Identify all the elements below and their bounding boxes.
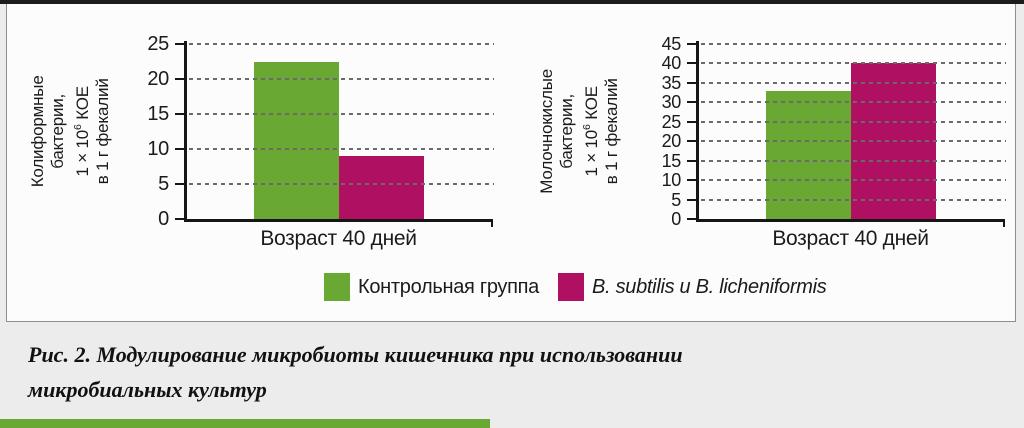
bar-probiotic-group	[339, 156, 424, 219]
y-tick-label: 15	[147, 103, 169, 125]
chart-lactic-acid-bacteria: Молочнокислые бактерии, 1 × 106 КОЕ в 1 г ф…	[525, 34, 1024, 264]
gridline	[189, 183, 494, 185]
y-tick-mark	[687, 81, 697, 84]
caption-line-1: Рис. 2. Модулирование микробиоты кишечни…	[28, 342, 683, 367]
y-tick-mark	[175, 148, 185, 150]
plot-area	[187, 43, 494, 219]
plot-area	[699, 43, 1006, 219]
bottom-accent-bar	[0, 419, 490, 428]
y-tick-label: 5	[671, 189, 681, 210]
gridline	[701, 159, 1006, 162]
y-tick-label: 25	[147, 33, 169, 55]
x-axis-end-tick	[490, 219, 493, 227]
top-rule	[0, 0, 1024, 4]
y-tick-label: 0	[158, 208, 169, 230]
y-tick-label: 20	[147, 68, 169, 90]
y-axis-tick-marks	[687, 43, 697, 220]
bar-control-group	[766, 90, 851, 219]
caption-line-2: микробиальных культур	[28, 377, 267, 402]
legend-label-probiotic: B. subtilis и B. licheniformis	[592, 275, 827, 298]
y-tick-label: 45	[661, 34, 682, 54]
y-tick-mark	[687, 43, 697, 45]
y-tick-mark	[175, 43, 185, 45]
y-tick-label: 25	[661, 111, 682, 132]
gridline	[701, 198, 1006, 201]
gridline	[701, 120, 1006, 123]
y-axis-tick-labels: 0 5 10 15 20 25	[109, 34, 169, 229]
y-tick-label: 30	[661, 92, 682, 113]
legend-swatch-probiotic-crimson	[558, 273, 585, 301]
y-tick-label: 20	[661, 131, 682, 152]
y-tick-label: 5	[158, 173, 169, 195]
y-axis-label: Молочнокислые бактерии, 1 × 106 КОЕ в 1 г ф…	[537, 68, 621, 194]
y-tick-label: 10	[661, 170, 682, 191]
y-tick-mark	[175, 183, 185, 185]
y-tick-label: 35	[661, 72, 682, 93]
y-tick-mark	[687, 198, 697, 201]
legend-item-probiotic: B. subtilis и B. licheniformis	[558, 273, 827, 301]
y-tick-label: 15	[661, 150, 682, 171]
y-tick-label: 10	[147, 138, 169, 160]
x-axis-line	[696, 219, 1005, 227]
gridline	[701, 43, 1006, 45]
y-tick-label: 40	[661, 53, 682, 74]
y-axis-tick-labels: 0 5 10 15 20 25 30 35 40 45	[621, 34, 682, 229]
y-tick-mark	[687, 140, 697, 143]
x-axis-label: Возраст 40 дней	[260, 227, 417, 250]
legend-swatch-control-green	[324, 273, 350, 301]
legend: Контрольная группа B. subtilis и B. lich…	[324, 272, 827, 302]
x-axis-end-tick	[1002, 219, 1005, 227]
gridline	[189, 113, 494, 115]
y-tick-mark	[687, 159, 697, 162]
gridline	[189, 43, 494, 45]
bar-control-group	[254, 61, 339, 219]
legend-item-control: Контрольная группа	[324, 273, 539, 301]
y-axis-tick-marks	[175, 43, 185, 220]
x-axis-line	[184, 219, 493, 227]
y-axis-label: Колиформные бактерии, 1 × 106 КОЕ в 1 г фек…	[28, 75, 112, 188]
figure-panel: Колиформные бактерии, 1 × 106 КОЕ в 1 г фек…	[6, 4, 1016, 322]
gridline	[701, 81, 1006, 84]
x-axis-label: Возраст 40 дней	[772, 227, 929, 250]
gridline	[189, 78, 494, 80]
gridline	[701, 101, 1006, 104]
y-axis-line	[696, 41, 699, 222]
y-axis-line	[184, 41, 187, 222]
y-tick-label: 0	[671, 209, 681, 229]
legend-label-control: Контрольная группа	[358, 275, 540, 298]
y-tick-mark	[175, 113, 185, 115]
y-tick-mark	[175, 218, 185, 220]
gridline	[189, 148, 494, 150]
y-tick-mark	[687, 101, 697, 104]
y-tick-mark	[687, 179, 697, 182]
gridline	[701, 179, 1006, 182]
chart-coliform-bacteria: Колиформные бактерии, 1 × 106 КОЕ в 1 г фек…	[13, 34, 518, 264]
gridline	[701, 140, 1006, 143]
figure-caption: Рис. 2. Модулирование микробиоты кишечни…	[28, 337, 988, 407]
y-tick-mark	[687, 120, 697, 123]
gridline	[701, 62, 1006, 65]
y-tick-mark	[687, 218, 697, 220]
y-tick-mark	[687, 62, 697, 65]
y-tick-mark	[175, 78, 185, 80]
